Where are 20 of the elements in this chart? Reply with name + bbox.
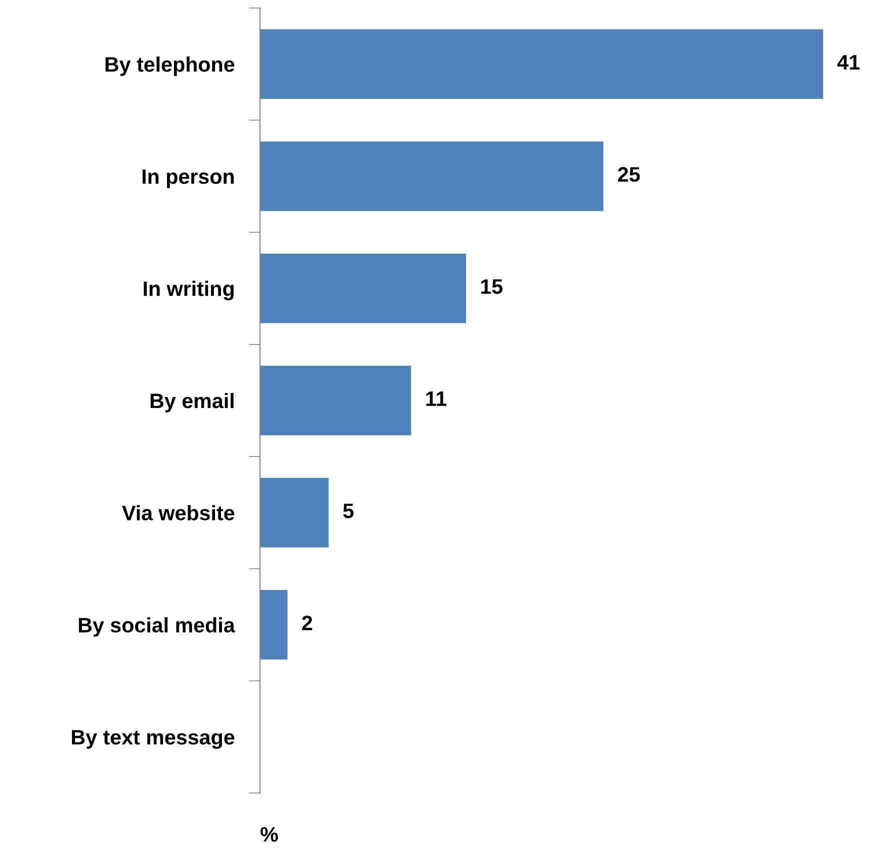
y-tick-label: By text message (72, 730, 234, 749)
data-label: 25 (618, 167, 640, 182)
data-label: 11 (426, 392, 446, 406)
data-label: 2 (302, 616, 312, 630)
y-tick-label: In writing (144, 280, 234, 300)
bar (260, 141, 604, 211)
bar (260, 254, 466, 324)
x-axis-title: % (260, 827, 278, 842)
bar (260, 29, 824, 99)
bar (260, 366, 412, 436)
y-tick-label: In person (142, 169, 234, 188)
data-label: 15 (481, 279, 503, 294)
data-label: 41 (837, 55, 860, 70)
bar (260, 590, 288, 660)
y-tick-label: Via website (122, 505, 234, 520)
y-tick-label: By social media (78, 617, 236, 637)
bar (260, 478, 329, 548)
y-tick-label: By email (150, 392, 234, 412)
data-label: 5 (343, 504, 354, 518)
y-tick-label: By telephone (106, 56, 234, 76)
